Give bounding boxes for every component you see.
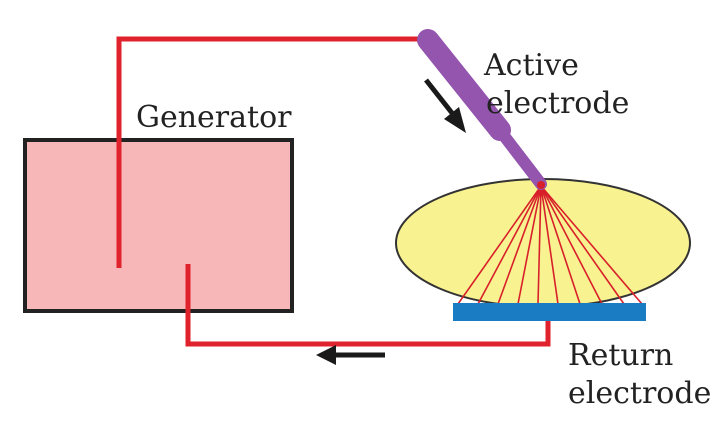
return-electrode-label-line1: Return xyxy=(568,338,674,373)
arrow-left-icon xyxy=(316,345,385,365)
generator-box xyxy=(23,138,294,313)
current-line xyxy=(540,185,581,305)
current-line xyxy=(457,185,542,305)
arrow-down-right-icon xyxy=(424,78,466,133)
active-wire xyxy=(116,36,430,268)
return-pad xyxy=(453,303,646,321)
current-line xyxy=(540,185,559,305)
current-line xyxy=(540,185,603,305)
current-line xyxy=(540,185,643,305)
current-line xyxy=(477,185,542,305)
current-spread-lines xyxy=(457,185,643,305)
current-line xyxy=(540,185,625,305)
return-electrode-label-line2: electrode xyxy=(568,376,712,411)
current-line xyxy=(497,185,542,305)
active-electrode-label-line1: Active xyxy=(484,48,579,83)
generator-label: Generator xyxy=(136,100,292,135)
current-line xyxy=(537,185,542,305)
return-wire xyxy=(185,264,551,347)
active-electrode-label-line2: electrode xyxy=(486,86,630,121)
active-electrode-pen xyxy=(417,29,547,190)
current-line xyxy=(517,185,542,305)
